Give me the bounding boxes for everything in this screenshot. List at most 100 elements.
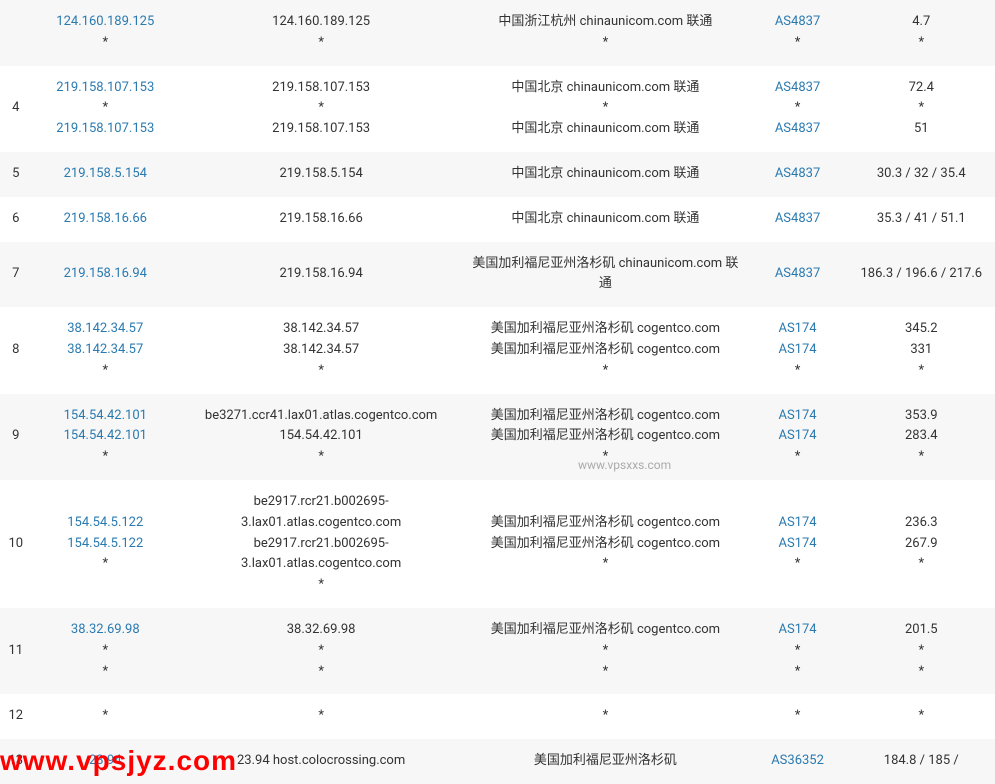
host-cell: be3271.ccr41.lax01.atlas.cogentco.com154… — [179, 394, 463, 480]
location-cell: 美国加利福尼亚州洛杉矶 cogentco.com** — [463, 608, 747, 694]
ip-link[interactable]: AS174 — [778, 408, 816, 423]
ip-cell: 23.94 — [32, 739, 179, 784]
asn-cell: AS174AS174* — [748, 394, 848, 480]
rtt-cell: * — [848, 694, 995, 739]
hop-number: 6 — [0, 197, 32, 242]
asn-cell: AS36352 — [748, 739, 848, 784]
ip-link[interactable]: 23.94 — [89, 753, 122, 768]
asn-cell: AS4837 — [748, 242, 848, 308]
ip-cell: 38.32.69.98** — [32, 608, 179, 694]
ip-link[interactable]: AS4837 — [775, 166, 820, 181]
asn-cell: AS174AS174* — [748, 480, 848, 608]
location-cell: 中国浙江杭州 chinaunicom.com 联通* — [463, 0, 747, 66]
asn-cell: AS4837 — [748, 152, 848, 197]
rtt-cell: 72.4*51 — [848, 66, 995, 152]
host-cell: 219.158.16.94 — [179, 242, 463, 308]
rtt-cell: 201.5** — [848, 608, 995, 694]
ip-link[interactable]: 154.54.42.101 — [64, 428, 147, 443]
table-row: 7219.158.16.94219.158.16.94美国加利福尼亚州洛杉矶 c… — [0, 242, 995, 308]
ip-link[interactable]: 154.54.5.122 — [67, 536, 143, 551]
table-row: 4219.158.107.153*219.158.107.153219.158.… — [0, 66, 995, 152]
host-cell: 219.158.16.66 — [179, 197, 463, 242]
ip-link[interactable]: AS174 — [778, 428, 816, 443]
table-row: 9154.54.42.101154.54.42.101*be3271.ccr41… — [0, 394, 995, 480]
ip-link[interactable]: 219.158.107.153 — [56, 80, 154, 95]
ip-link[interactable]: AS4837 — [775, 266, 820, 281]
ip-link[interactable]: AS4837 — [775, 14, 820, 29]
hop-number: 8 — [0, 307, 32, 393]
ip-link[interactable]: 219.158.16.94 — [64, 266, 147, 281]
table-row: 1138.32.69.98**38.32.69.98**美国加利福尼亚州洛杉矶 … — [0, 608, 995, 694]
asn-cell: AS4837*AS4837 — [748, 66, 848, 152]
ip-link[interactable]: 154.54.5.122 — [67, 515, 143, 530]
rtt-cell: 353.9283.4* — [848, 394, 995, 480]
asn-cell: AS4837 — [748, 197, 848, 242]
ip-cell: 124.160.189.125* — [32, 0, 179, 66]
location-cell: 美国加利福尼亚州洛杉矶 cogentco.com美国加利福尼亚州洛杉矶 coge… — [463, 307, 747, 393]
ip-cell: 219.158.16.66 — [32, 197, 179, 242]
ip-link[interactable]: AS174 — [778, 622, 816, 637]
location-cell: 美国加利福尼亚州洛杉矶 cogentco.com美国加利福尼亚州洛杉矶 coge… — [463, 480, 747, 608]
location-cell: 美国加利福尼亚州洛杉矶 chinaunicom.com 联通 — [463, 242, 747, 308]
host-cell: 219.158.107.153*219.158.107.153 — [179, 66, 463, 152]
ip-link[interactable]: 38.32.69.98 — [71, 622, 140, 637]
ip-link[interactable]: AS174 — [778, 342, 816, 357]
ip-cell: 219.158.16.94 — [32, 242, 179, 308]
rtt-cell: 186.3 / 196.6 / 217.6 — [848, 242, 995, 308]
hop-number: 5 — [0, 152, 32, 197]
ip-link[interactable]: 124.160.189.125 — [56, 14, 154, 29]
host-cell: 38.142.34.5738.142.34.57* — [179, 307, 463, 393]
rtt-cell: 236.3267.9* — [848, 480, 995, 608]
ip-link[interactable]: AS174 — [778, 536, 816, 551]
rtt-cell: 35.3 / 41 / 51.1 — [848, 197, 995, 242]
ip-link[interactable]: 38.142.34.57 — [67, 321, 143, 336]
rtt-cell: 345.2331* — [848, 307, 995, 393]
rtt-cell: 30.3 / 32 / 35.4 — [848, 152, 995, 197]
hop-number: 12 — [0, 694, 32, 739]
asn-cell: AS4837* — [748, 0, 848, 66]
asn-cell: AS174** — [748, 608, 848, 694]
ip-link[interactable]: 38.142.34.57 — [67, 342, 143, 357]
ip-cell: * — [32, 694, 179, 739]
ip-cell: 219.158.107.153*219.158.107.153 — [32, 66, 179, 152]
ip-link[interactable]: 219.158.16.66 — [64, 211, 147, 226]
ip-link[interactable]: AS36352 — [771, 753, 824, 768]
host-cell: 38.32.69.98** — [179, 608, 463, 694]
location-cell: 美国加利福尼亚州洛杉矶 — [463, 739, 747, 784]
table-row: 6219.158.16.66219.158.16.66中国北京 chinauni… — [0, 197, 995, 242]
ip-cell: 154.54.42.101154.54.42.101* — [32, 394, 179, 480]
hop-number: 4 — [0, 66, 32, 152]
asn-cell: * — [748, 694, 848, 739]
hop-number — [0, 0, 32, 66]
location-cell: 中国北京 chinaunicom.com 联通 — [463, 152, 747, 197]
hop-number: 11 — [0, 608, 32, 694]
ip-link[interactable]: AS4837 — [775, 80, 820, 95]
table-row: 12***** — [0, 694, 995, 739]
table-row: 8 38.142.34.5738.142.34.57* 38.142.34.57 38… — [0, 307, 995, 393]
table-row: 5219.158.5.154219.158.5.154中国北京 chinauni… — [0, 152, 995, 197]
location-cell: * — [463, 694, 747, 739]
rtt-cell: 4.7* — [848, 0, 995, 66]
ip-link[interactable]: AS4837 — [775, 211, 820, 226]
host-cell: 219.158.5.154 — [179, 152, 463, 197]
location-cell: 中国北京 chinaunicom.com 联通*中国北京 chinaunicom… — [463, 66, 747, 152]
table-row: 124.160.189.125*124.160.189.125*中国浙江杭州 c… — [0, 0, 995, 66]
table-row: 10154.54.5.122154.54.5.122*be2917.rcr21.… — [0, 480, 995, 608]
ip-link[interactable]: 154.54.42.101 — [64, 408, 147, 423]
ip-cell: 154.54.5.122154.54.5.122* — [32, 480, 179, 608]
ip-link[interactable]: AS174 — [778, 321, 816, 336]
hop-number: 10 — [0, 480, 32, 608]
ip-link[interactable]: AS174 — [778, 515, 816, 530]
ip-link[interactable]: AS4837 — [775, 121, 820, 136]
host-cell: 23.94 host.colocrossing.com — [179, 739, 463, 784]
traceroute-table: 124.160.189.125*124.160.189.125*中国浙江杭州 c… — [0, 0, 995, 784]
host-cell: be2917.rcr21.b002695-3.lax01.atlas.cogen… — [179, 480, 463, 608]
hop-number: 9 — [0, 394, 32, 480]
hop-number: 7 — [0, 242, 32, 308]
ip-link[interactable]: 219.158.107.153 — [56, 121, 154, 136]
table-row: 1323.9423.94 host.colocrossing.com美国加利福尼… — [0, 739, 995, 784]
ip-link[interactable]: 219.158.5.154 — [64, 166, 147, 181]
location-cell: 中国北京 chinaunicom.com 联通 — [463, 197, 747, 242]
traceroute-body: 124.160.189.125*124.160.189.125*中国浙江杭州 c… — [0, 0, 995, 784]
ip-cell: 219.158.5.154 — [32, 152, 179, 197]
